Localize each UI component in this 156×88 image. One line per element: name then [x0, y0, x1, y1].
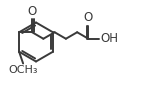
Text: O: O [84, 11, 93, 24]
Text: OH: OH [100, 32, 118, 45]
Text: OCH₃: OCH₃ [9, 65, 38, 75]
Text: O: O [27, 5, 37, 18]
